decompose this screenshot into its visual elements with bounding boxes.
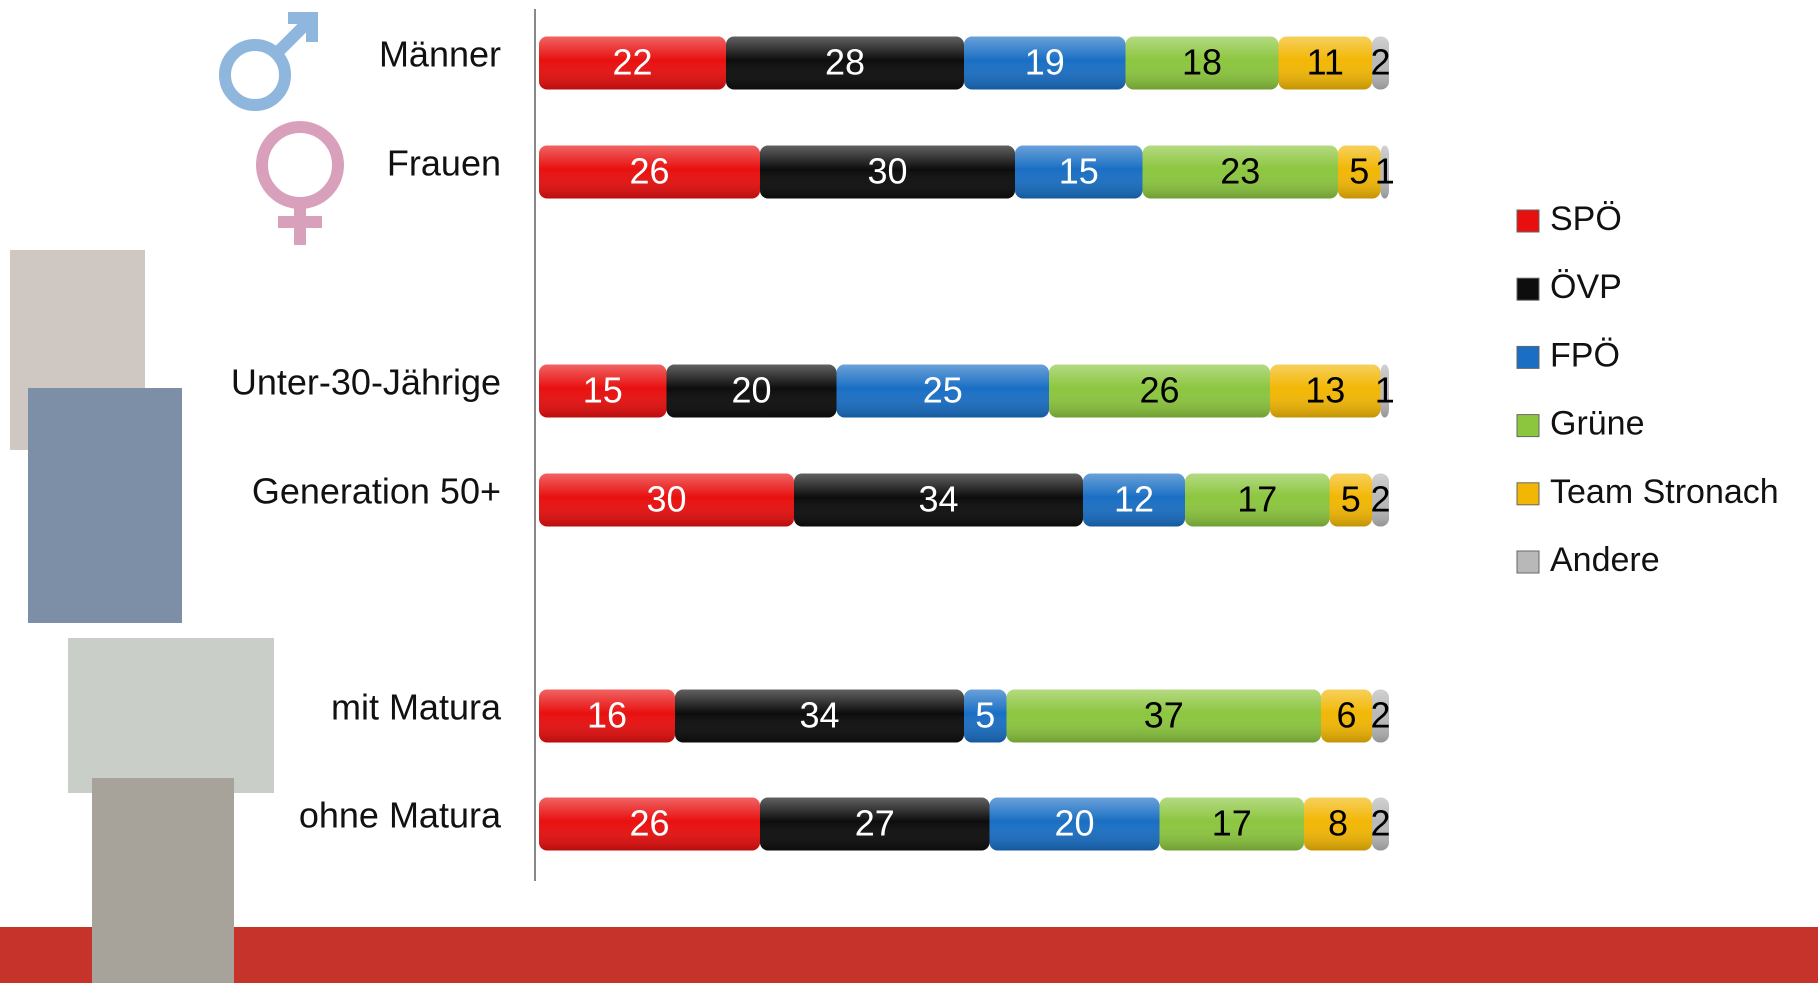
value-label: 28: [825, 42, 865, 83]
category-label: Männer: [379, 34, 501, 75]
value-label: 5: [1349, 151, 1369, 192]
category-label: Generation 50+: [252, 471, 501, 512]
male-icon: [225, 18, 312, 105]
value-label: 12: [1114, 479, 1154, 520]
value-label: 34: [918, 479, 958, 520]
value-label: 37: [1144, 695, 1184, 736]
value-label: 8: [1328, 803, 1348, 844]
value-label: 22: [612, 42, 652, 83]
legend-swatch: [1517, 278, 1539, 300]
value-label: 2: [1370, 479, 1390, 520]
photo-worker: [92, 778, 234, 983]
page: Männer22281918112Frauen2630152351Unter-3…: [0, 0, 1818, 983]
value-label: 2: [1370, 695, 1390, 736]
female-icon: [262, 127, 338, 245]
category-label: mit Matura: [331, 687, 502, 728]
photo-senior: [28, 388, 182, 623]
legend-label: Grüne: [1550, 405, 1645, 443]
legend-swatch: [1517, 415, 1539, 437]
value-label: 27: [855, 803, 895, 844]
value-label: 16: [587, 695, 627, 736]
legend-label: FPÖ: [1550, 336, 1620, 374]
value-label: 19: [1025, 42, 1065, 83]
value-label: 15: [1059, 151, 1099, 192]
value-label: 15: [583, 370, 623, 411]
value-label: 20: [1054, 803, 1094, 844]
value-label: 25: [923, 370, 963, 411]
category-label: ohne Matura: [299, 795, 502, 836]
legend-swatch: [1517, 346, 1539, 368]
category-label: Unter-30-Jährige: [231, 362, 501, 403]
category-label: Frauen: [387, 143, 501, 184]
value-label: 2: [1370, 803, 1390, 844]
legend-swatch: [1517, 210, 1539, 232]
value-label: 20: [731, 370, 771, 411]
value-label: 6: [1336, 695, 1356, 736]
legend-label: SPÖ: [1550, 200, 1622, 238]
value-label: 11: [1307, 42, 1344, 83]
value-label: 1: [1375, 370, 1395, 411]
value-label: 34: [799, 695, 839, 736]
value-label: 30: [867, 151, 907, 192]
legend-label: Team Stronach: [1550, 473, 1779, 511]
value-label: 5: [1341, 479, 1361, 520]
value-label: 26: [629, 803, 669, 844]
chart: Männer22281918112Frauen2630152351Unter-3…: [0, 0, 1818, 983]
value-label: 13: [1305, 370, 1345, 411]
footer-band: [0, 927, 1818, 983]
value-label: 26: [1139, 370, 1179, 411]
value-label: 2: [1370, 42, 1390, 83]
legend-swatch: [1517, 551, 1539, 573]
value-label: 30: [646, 479, 686, 520]
value-label: 26: [629, 151, 669, 192]
value-label: 17: [1212, 803, 1252, 844]
legend-label: ÖVP: [1550, 268, 1622, 306]
photo-matura: [68, 638, 274, 793]
legend-swatch: [1517, 483, 1539, 505]
value-label: 1: [1375, 151, 1395, 192]
value-label: 23: [1220, 151, 1260, 192]
value-label: 5: [975, 695, 995, 736]
legend-label: Andere: [1550, 541, 1660, 579]
value-label: 18: [1182, 42, 1222, 83]
value-label: 17: [1237, 479, 1277, 520]
